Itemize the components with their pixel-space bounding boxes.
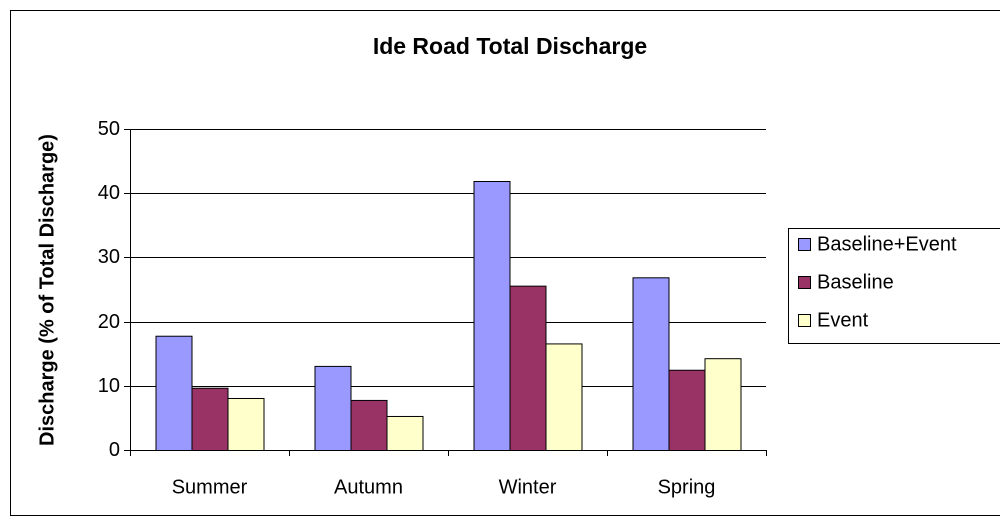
bar [155, 335, 193, 451]
y-tick-label: 0 [109, 439, 120, 461]
legend-box [788, 228, 1000, 344]
legend-swatch [798, 314, 811, 327]
bar [473, 181, 511, 451]
y-tick-label: 30 [98, 246, 120, 268]
bar [545, 343, 583, 452]
x-tick-label: Autumn [334, 476, 403, 498]
bar [314, 365, 352, 452]
y-tick-label: 10 [98, 375, 120, 397]
y-axis-label: Discharge (% of Total Discharge) [36, 134, 58, 446]
chart-title: Ide Road Total Discharge [373, 33, 647, 59]
bar [632, 277, 670, 451]
bar [668, 369, 706, 451]
y-tick-label: 40 [98, 182, 120, 204]
legend-label: Event [817, 309, 869, 331]
y-tick-label: 20 [98, 311, 120, 333]
x-tick-label: Winter [499, 476, 557, 498]
x-tick-label: Summer [172, 476, 248, 498]
bar [227, 397, 265, 451]
x-tick-label: Spring [658, 476, 716, 498]
bar [704, 358, 742, 451]
y-tick-label: 50 [98, 118, 120, 140]
bar [350, 399, 388, 452]
legend-label: Baseline [817, 271, 894, 293]
bar [191, 387, 229, 452]
legend-swatch [798, 276, 811, 289]
bar [386, 415, 424, 451]
bar [509, 285, 547, 452]
legend-label: Baseline+Event [817, 233, 957, 255]
legend-swatch [798, 238, 811, 251]
